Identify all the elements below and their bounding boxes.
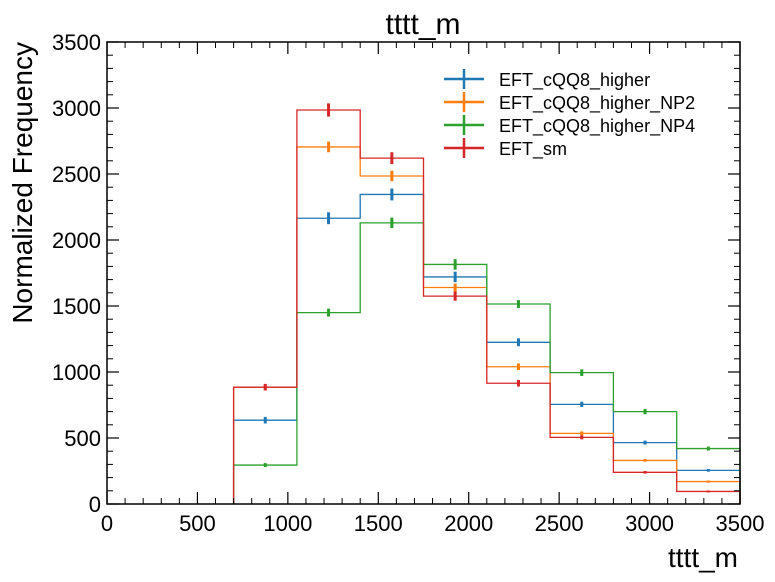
x-axis-title: tttt_m <box>668 542 738 573</box>
y-tick-label: 500 <box>64 426 101 451</box>
y-tick-label: 3500 <box>52 30 101 55</box>
plot-area <box>232 103 741 504</box>
y-axis-title: Normalized Frequency <box>7 42 38 324</box>
legend-label: EFT_cQQ8_higher <box>499 70 650 91</box>
x-tick-label: 0 <box>101 511 113 536</box>
legend-entry: EFT_cQQ8_higher_NP4 <box>444 115 695 137</box>
y-tick-label: 2000 <box>52 228 101 253</box>
y-tick-label: 1000 <box>52 360 101 385</box>
chart-title: tttt_m <box>385 8 460 41</box>
x-tick-label: 3500 <box>716 511 765 536</box>
x-tick-label: 2500 <box>535 511 584 536</box>
legend: EFT_cQQ8_higherEFT_cQQ8_higher_NP2EFT_cQ… <box>444 69 695 160</box>
axis-ticks: 0 500 1000 1500 2000 2500 3000 3500 0 500 1000 1500… <box>52 30 764 536</box>
legend-label: EFT_cQQ8_higher_NP4 <box>499 116 695 137</box>
x-tick-label: 500 <box>179 511 216 536</box>
x-tick-label: 3000 <box>625 511 674 536</box>
legend-entry: EFT_cQQ8_higher_NP2 <box>444 92 695 114</box>
legend-entry: EFT_cQQ8_higher <box>444 69 650 91</box>
y-tick-label: 0 <box>89 492 101 517</box>
x-tick-label: 2000 <box>444 511 493 536</box>
y-tick-label: 2500 <box>52 162 101 187</box>
y-tick-label: 3000 <box>52 96 101 121</box>
histogram-step <box>232 109 741 504</box>
y-tick-label: 1500 <box>52 294 101 319</box>
legend-entry: EFT_sm <box>444 138 567 160</box>
plot-frame <box>106 41 741 505</box>
x-tick-label: 1500 <box>354 511 403 536</box>
series-EFT_sm <box>232 103 741 504</box>
legend-label: EFT_sm <box>499 139 567 160</box>
x-tick-label: 1000 <box>263 511 312 536</box>
legend-label: EFT_cQQ8_higher_NP2 <box>499 93 695 114</box>
series-EFT_cQQ8_higher_NP4 <box>232 217 741 504</box>
